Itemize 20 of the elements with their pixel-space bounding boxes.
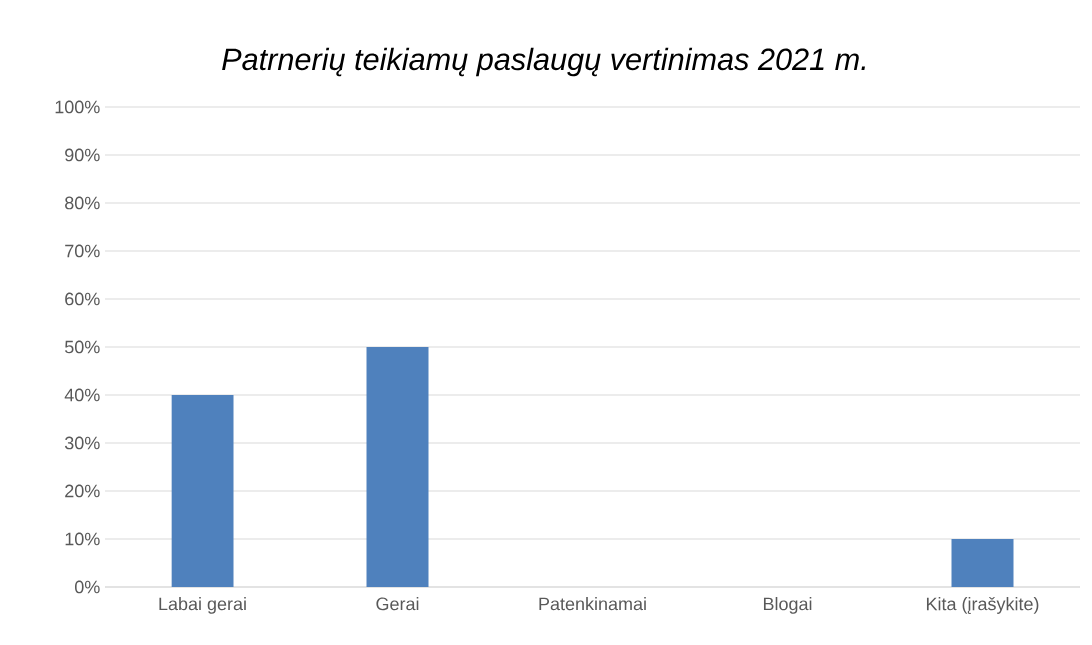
chart-title: Patrnerių teikiamų paslaugų vertinimas 2021 m. xyxy=(222,47,865,77)
x-tick-label: Patenkinamai xyxy=(539,597,646,611)
y-tick-label: 0% xyxy=(74,580,100,594)
bar xyxy=(171,394,234,587)
y-tick-label: 40% xyxy=(64,388,100,402)
y-tick-label: 50% xyxy=(64,340,100,354)
x-tick-label: Kita (įrašykite) xyxy=(926,597,1039,614)
y-tick-label: 20% xyxy=(65,484,100,498)
bar xyxy=(366,346,429,587)
y-tick-label: 100% xyxy=(55,100,100,114)
x-tick-label: Gerai xyxy=(376,597,419,611)
y-tick-label: 80% xyxy=(65,196,100,210)
x-tick-label: Blogai xyxy=(763,597,812,614)
y-tick-label: 90% xyxy=(65,148,100,162)
y-tick-label: 30% xyxy=(64,436,100,450)
y-tick-label: 70% xyxy=(65,244,100,258)
bar xyxy=(951,538,1014,587)
y-tick-label: 60% xyxy=(65,292,100,306)
x-tick-label: Labai gerai xyxy=(159,597,246,614)
y-tick-label: 10% xyxy=(65,532,100,546)
